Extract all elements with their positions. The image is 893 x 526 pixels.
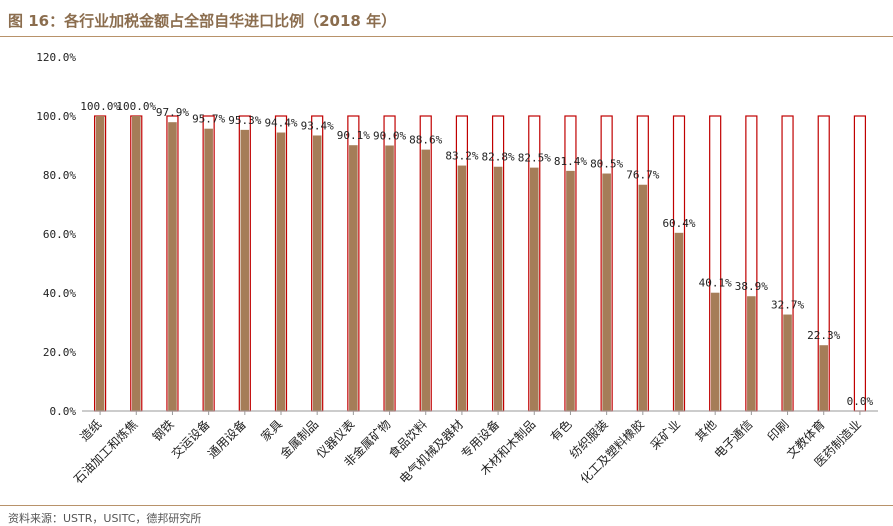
x-tick-label: 交运设备 — [168, 417, 213, 462]
bar — [421, 149, 431, 411]
bars — [93, 115, 867, 412]
bar-total-outline — [853, 115, 867, 412]
bar — [674, 232, 684, 411]
x-tick-label: 家具 — [258, 417, 286, 445]
data-label: 80.5% — [590, 158, 623, 171]
data-labels: 100.0%100.0% 97.9% 95.7% 95.3% 94.4% 93.4%90.… — [80, 100, 873, 408]
data-label: 40.1% — [699, 277, 732, 290]
x-tick-label: 有色 — [548, 417, 575, 444]
data-label: 76.7% — [626, 169, 659, 182]
bar — [204, 128, 213, 411]
bar — [457, 165, 467, 411]
data-label: 90.0% — [373, 130, 406, 143]
y-tick-label: 60.0% — [43, 228, 76, 241]
x-tick-label: 通用设备 — [205, 417, 249, 461]
bar — [131, 116, 141, 411]
bar — [493, 166, 503, 411]
data-label: 32.7% — [771, 299, 804, 312]
data-label: 90.1% — [337, 129, 370, 142]
bar — [783, 314, 792, 411]
bar — [276, 132, 286, 411]
figure-title: 图 16：各行业加税金额占全部自华进口比例（2018 年） — [8, 12, 397, 30]
data-label: 22.3% — [807, 329, 840, 342]
data-label: 81.4% — [554, 155, 587, 168]
y-axis: 0.0% 20.0% 40.0% 60.0% 80.0% 100.0% 120.0% — [36, 51, 76, 418]
y-tick-label: 80.0% — [43, 169, 76, 182]
y-tick-label: 20.0% — [43, 346, 76, 359]
y-tick-label: 40.0% — [43, 287, 76, 300]
data-label: 38.9% — [735, 280, 768, 293]
x-tick-label: 金属制品 — [277, 417, 322, 462]
x-tick-label: 石油加工和炼焦 — [70, 417, 140, 487]
bar — [710, 292, 720, 411]
data-label: 88.6% — [409, 134, 442, 147]
bar — [349, 145, 358, 411]
bar — [168, 122, 177, 411]
data-label: 97.9% — [156, 106, 189, 119]
bar — [602, 173, 611, 411]
data-label: 95.3% — [228, 114, 261, 127]
bar — [240, 129, 250, 412]
source-note: 资料来源：USTR，USITC，德邦研究所 — [8, 512, 202, 525]
bar — [566, 170, 575, 411]
x-tick-label: 采矿业 — [648, 417, 683, 452]
data-label: 95.7% — [192, 113, 225, 126]
bar — [529, 167, 539, 411]
y-tick-label: 120.0% — [36, 51, 76, 64]
x-tick-label: 电子通信 — [712, 417, 756, 461]
bar — [819, 345, 829, 411]
x-tick-label: 钢铁 — [150, 417, 177, 444]
data-label: 94.4% — [264, 117, 297, 130]
bar — [312, 135, 322, 411]
data-label: 83.2% — [445, 150, 478, 163]
data-label: 0.0% — [847, 395, 874, 408]
x-tick-label: 其他 — [692, 417, 719, 444]
x-tick-label: 电气机械及器材 — [396, 417, 466, 487]
data-label: 82.8% — [482, 151, 515, 164]
y-tick-label: 0.0% — [50, 405, 77, 418]
bar — [95, 116, 105, 411]
data-label: 82.5% — [518, 152, 551, 165]
bar — [747, 296, 756, 411]
bar — [638, 184, 648, 411]
data-label: 100.0% — [80, 100, 120, 113]
x-tick-label: 造纸 — [77, 417, 104, 444]
source-divider — [0, 505, 893, 506]
x-tick-label: 化工及塑料橡胶 — [577, 417, 647, 487]
data-label: 60.4% — [662, 217, 695, 230]
bar — [385, 145, 394, 411]
data-label: 100.0% — [116, 100, 156, 113]
title-divider — [0, 36, 893, 37]
x-tick-label: 印刷 — [765, 417, 792, 444]
y-tick-label: 100.0% — [36, 110, 76, 123]
data-label: 93.4% — [301, 119, 334, 132]
